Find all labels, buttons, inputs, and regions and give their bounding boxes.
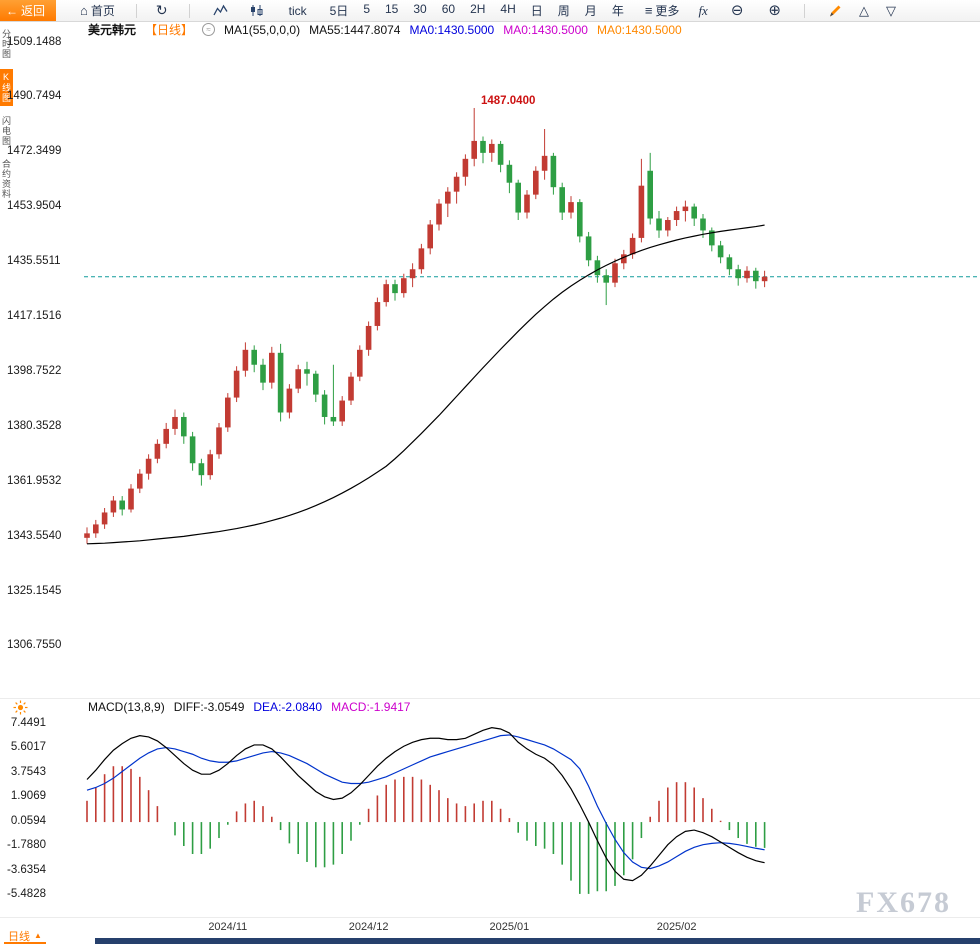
price-axis-label: 1453.9504 <box>7 200 62 213</box>
price-axis-label: 1490.7494 <box>7 90 62 103</box>
x-axis-label: 2024/12 <box>348 921 389 933</box>
x-axis-label: 2025/02 <box>656 921 697 933</box>
price-axis-label: 1361.9532 <box>7 474 62 487</box>
period-button-2[interactable]: 15 <box>385 2 399 16</box>
footer-period-tab[interactable]: 日线 ▲ <box>4 929 46 944</box>
indicator-settings-icon[interactable]: ≈ <box>202 23 216 36</box>
period-button-1[interactable]: 5 <box>363 2 370 16</box>
chart-header: 美元韩元 【日线】 ≈ MA1(55,0,0,0) MA55:1447.8074… <box>88 22 682 38</box>
macd-axis-label: 5.6017 <box>10 741 46 754</box>
home-icon: ⌂ <box>80 3 88 18</box>
price-axis-label: 1343.5540 <box>7 529 62 542</box>
more-label: 更多 <box>655 4 680 18</box>
left-sidebar: 分时图 K线图闪电图合约资料 <box>0 22 13 202</box>
diff-value: DIFF:-3.0549 <box>173 700 245 714</box>
period-button-0[interactable]: 5日 <box>329 4 349 18</box>
zoom-in-icon[interactable]: ⊕ <box>768 2 781 19</box>
toolbar-divider <box>188 3 190 18</box>
price-axis-label: 1306.7550 <box>7 639 62 652</box>
period-button-5[interactable]: 2H <box>470 2 486 16</box>
refresh-icon[interactable]: ↻ <box>155 2 168 18</box>
price-axis-label: 1380.3528 <box>7 419 62 432</box>
formula-fx-button[interactable]: fx <box>698 2 708 18</box>
period-button-6[interactable]: 4H <box>500 2 516 16</box>
macd-axis-label: 0.0594 <box>10 814 46 827</box>
back-arrow-icon: ← <box>6 3 18 18</box>
ma0-orange-value: MA0:1430.5000 <box>596 22 682 37</box>
period-tag: 【日线】 <box>145 23 194 37</box>
toolbar-divider <box>135 3 137 18</box>
toolbar: ← 返回 ⌂ 首页 ↻ tick 5日 5 15 30 60 2H 4H 日周月年 ≡ 更多 … <box>0 0 980 22</box>
ma0-magenta-value: MA0:1430.5000 <box>503 22 588 37</box>
footer-tab-arrow-icon: ▲ <box>34 931 42 940</box>
macd-axis-label: 3.7543 <box>10 765 46 778</box>
shape-tool-icon[interactable]: ▽ <box>885 2 896 18</box>
macd-header: MACD(13,8,9) DIFF:-3.0549 DEA:-2.0840 MA… <box>88 700 410 714</box>
menu-icon: ≡ <box>644 3 653 18</box>
macd-value: MACD:-1.9417 <box>331 700 411 714</box>
period-button-7[interactable]: 日 <box>530 4 543 18</box>
period-button-tick[interactable]: tick <box>288 3 307 18</box>
symbol-name: 美元韩元 <box>88 23 137 37</box>
zoom-out-icon[interactable]: ⊖ <box>730 2 744 19</box>
toolbar-divider <box>803 3 805 18</box>
ma-param: MA1(55,0,0,0) <box>224 22 301 37</box>
sidebar-tab-lightning-chart[interactable]: 闪电图 <box>1 116 11 146</box>
price-axis-label: 1509.1488 <box>7 35 62 48</box>
price-axis-label: 1398.7522 <box>7 364 62 377</box>
draw-pencil-icon[interactable] <box>828 4 842 18</box>
macd-axis-label: -5.4828 <box>6 888 46 901</box>
back-label: 返回 <box>21 4 46 18</box>
ma55-value: MA55:1447.8074 <box>309 22 401 37</box>
sidebar-tab-kline-chart[interactable]: K线图 <box>0 69 13 106</box>
price-axis-label: 1435.5511 <box>7 255 61 268</box>
x-axis-label: 2024/11 <box>208 921 248 933</box>
price-axis-label: 1417.1516 <box>7 310 62 323</box>
period-button-9[interactable]: 月 <box>584 4 597 18</box>
macd-axis-label: -3.6354 <box>6 863 46 876</box>
back-button[interactable]: ← 返回 <box>0 0 57 21</box>
more-button[interactable]: ≡ 更多 <box>645 2 680 19</box>
period-button-8[interactable]: 周 <box>557 4 570 18</box>
macd-param: MACD(13,8,9) <box>88 700 165 714</box>
sidebar-tab-time-chart[interactable]: 分时图 <box>1 29 11 59</box>
price-axis-label: 1472.3499 <box>7 145 62 158</box>
line-chart-type-icon[interactable] <box>213 4 228 17</box>
macd-axis-label: -1.7880 <box>6 839 46 852</box>
macd-axis-label: 1.9069 <box>10 790 46 803</box>
period-button-4[interactable]: 60 <box>441 2 456 16</box>
candle-chart-type-icon[interactable] <box>249 4 264 17</box>
period-button-10[interactable]: 年 <box>611 4 624 18</box>
period-buttons-group: 5日 5 15 30 60 2H 4H 日周月年 <box>330 2 624 19</box>
x-axis-label: 2025/01 <box>489 921 530 933</box>
macd-axis-label: 7.4491 <box>10 716 46 729</box>
period-button-3[interactable]: 30 <box>413 2 427 16</box>
indicator-sun-icon[interactable] <box>13 700 28 720</box>
home-button[interactable]: ⌂ 首页 <box>80 2 115 19</box>
dea-value: DEA:-2.0840 <box>253 700 323 714</box>
footer-tab-label: 日线 <box>8 930 30 943</box>
chart-scrollbar[interactable] <box>95 938 980 944</box>
sidebar-tab-contract-info[interactable]: 合约资料 <box>1 159 11 199</box>
price-axis-label: 1325.1545 <box>7 584 62 597</box>
triangle-tool-icon[interactable]: △ <box>858 2 869 18</box>
home-label: 首页 <box>90 4 115 18</box>
watermark: FX678 <box>856 886 951 919</box>
ma0-blue-value: MA0:1430.5000 <box>409 22 495 37</box>
peak-price-label: 1487.0400 <box>481 95 536 107</box>
